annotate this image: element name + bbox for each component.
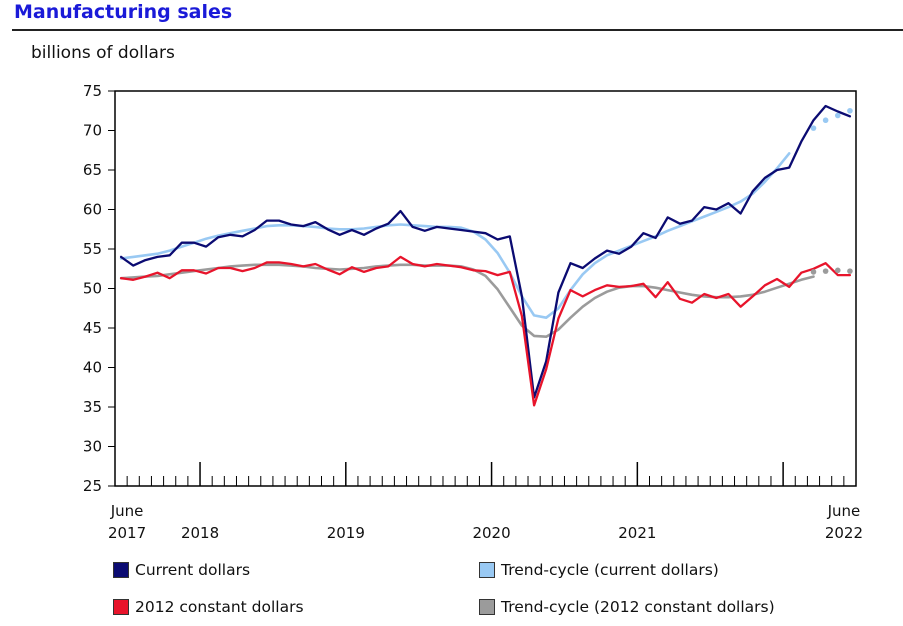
y-tick-label: 60 xyxy=(83,201,102,219)
y-tick-label: 45 xyxy=(83,319,102,337)
x-axis: June 2017 2018 2019 2020 2021 June 2022 xyxy=(108,462,863,542)
series-group xyxy=(119,104,853,407)
legend-label: 2012 constant dollars xyxy=(135,598,304,616)
series-projection-point xyxy=(847,107,853,114)
series-line-trend-cycle-current-dollars xyxy=(119,152,791,320)
y-tick-label: 70 xyxy=(83,122,102,140)
legend-item-constant-dollars: 2012 constant dollars xyxy=(113,598,304,616)
legend-item-trend-current: Trend-cycle (current dollars) xyxy=(479,561,719,579)
legend-swatch-constant-dollars xyxy=(113,599,129,615)
plot-frame xyxy=(114,90,857,487)
legend-swatch-current-dollars xyxy=(113,562,129,578)
y-tick-label: 75 xyxy=(83,82,102,100)
series-line-current-dollars xyxy=(119,104,852,399)
chart-title: Manufacturing sales xyxy=(14,1,233,23)
legend-swatch-trend-current xyxy=(479,562,495,578)
x-tick-label-year: 2022 xyxy=(825,524,863,542)
x-tick-label-month: June xyxy=(110,502,144,520)
title-rule xyxy=(12,29,903,31)
series-projection-point xyxy=(834,112,841,119)
series-projection-point xyxy=(822,117,829,124)
y-tick-label: 40 xyxy=(83,359,102,377)
series-line-2012-constant-dollars xyxy=(119,255,852,407)
y-tick-label: 25 xyxy=(83,477,102,495)
x-tick-label-year: 2019 xyxy=(327,524,365,542)
y-tick-label: 65 xyxy=(83,161,102,179)
x-tick-label-year: 2020 xyxy=(472,524,510,542)
series-line-trend-cycle-2012-constant-dollars xyxy=(119,263,815,339)
legend-label: Current dollars xyxy=(135,561,251,579)
series-projection-point xyxy=(810,269,817,275)
legend-item-current-dollars: Current dollars xyxy=(113,561,250,579)
x-tick-label-month: June xyxy=(827,502,861,520)
series-projection-point xyxy=(810,125,817,131)
y-tick-label: 30 xyxy=(83,438,102,456)
legend-swatch-trend-constant xyxy=(479,599,495,615)
y-tick-label: 50 xyxy=(83,280,102,298)
series-projection-point xyxy=(834,267,841,274)
series-projection-point xyxy=(822,268,829,274)
x-tick-label-year: 2017 xyxy=(108,524,146,542)
x-tick-label-year: 2018 xyxy=(181,524,219,542)
series-projection-point xyxy=(847,268,853,274)
x-tick-label-year: 2021 xyxy=(618,524,656,542)
legend-item-trend-constant: Trend-cycle (2012 constant dollars) xyxy=(479,598,775,616)
y-tick-label: 55 xyxy=(83,240,102,258)
legend-label: Trend-cycle (2012 constant dollars) xyxy=(501,598,775,616)
y-axis: 25 30 35 40 45 50 55 60 65 70 75 xyxy=(83,82,115,495)
y-tick-label: 35 xyxy=(83,398,102,416)
y-axis-unit-label: billions of dollars xyxy=(31,43,175,63)
legend-label: Trend-cycle (current dollars) xyxy=(501,561,719,579)
